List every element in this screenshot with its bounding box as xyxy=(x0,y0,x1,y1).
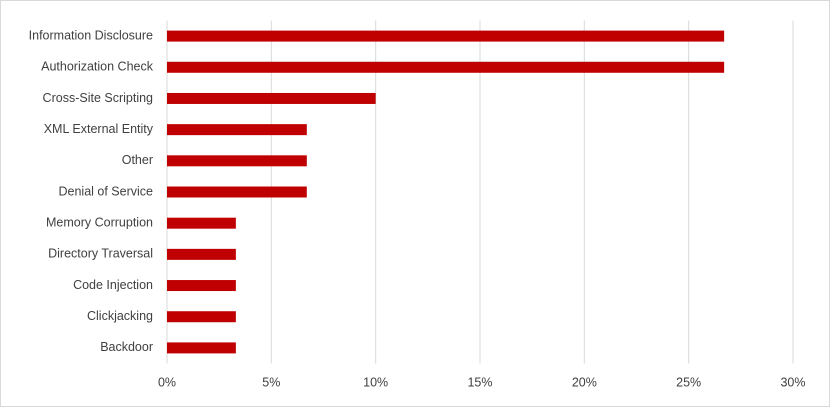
y-tick-label: XML External Entity xyxy=(44,122,154,136)
y-tick-label: Cross-Site Scripting xyxy=(43,91,153,105)
bar xyxy=(167,92,376,104)
bar xyxy=(167,124,307,136)
y-tick-label: Memory Corruption xyxy=(46,215,153,229)
x-tick-label: 30% xyxy=(780,375,805,389)
x-tick-label: 15% xyxy=(467,375,492,389)
bar xyxy=(167,280,236,292)
y-tick-label: Other xyxy=(122,153,153,167)
bar xyxy=(167,248,236,260)
y-tick-label: Backdoor xyxy=(100,340,153,354)
bar xyxy=(167,186,307,198)
x-tick-label: 10% xyxy=(363,375,388,389)
y-tick-label: Code Injection xyxy=(73,278,153,292)
bar xyxy=(167,155,307,167)
x-tick-label: 0% xyxy=(158,375,176,389)
x-tick-label: 5% xyxy=(262,375,280,389)
y-tick-label: Authorization Check xyxy=(41,60,154,74)
y-tick-label: Directory Traversal xyxy=(48,247,153,261)
x-tick-label: 25% xyxy=(676,375,701,389)
bar xyxy=(167,30,725,42)
bar xyxy=(167,61,725,73)
bar xyxy=(167,311,236,323)
y-tick-label: Clickjacking xyxy=(87,309,153,323)
x-tick-label: 20% xyxy=(572,375,597,389)
bar xyxy=(167,217,236,229)
y-tick-label: Information Disclosure xyxy=(29,28,153,42)
bar xyxy=(167,342,236,354)
y-tick-label: Denial of Service xyxy=(59,184,154,198)
